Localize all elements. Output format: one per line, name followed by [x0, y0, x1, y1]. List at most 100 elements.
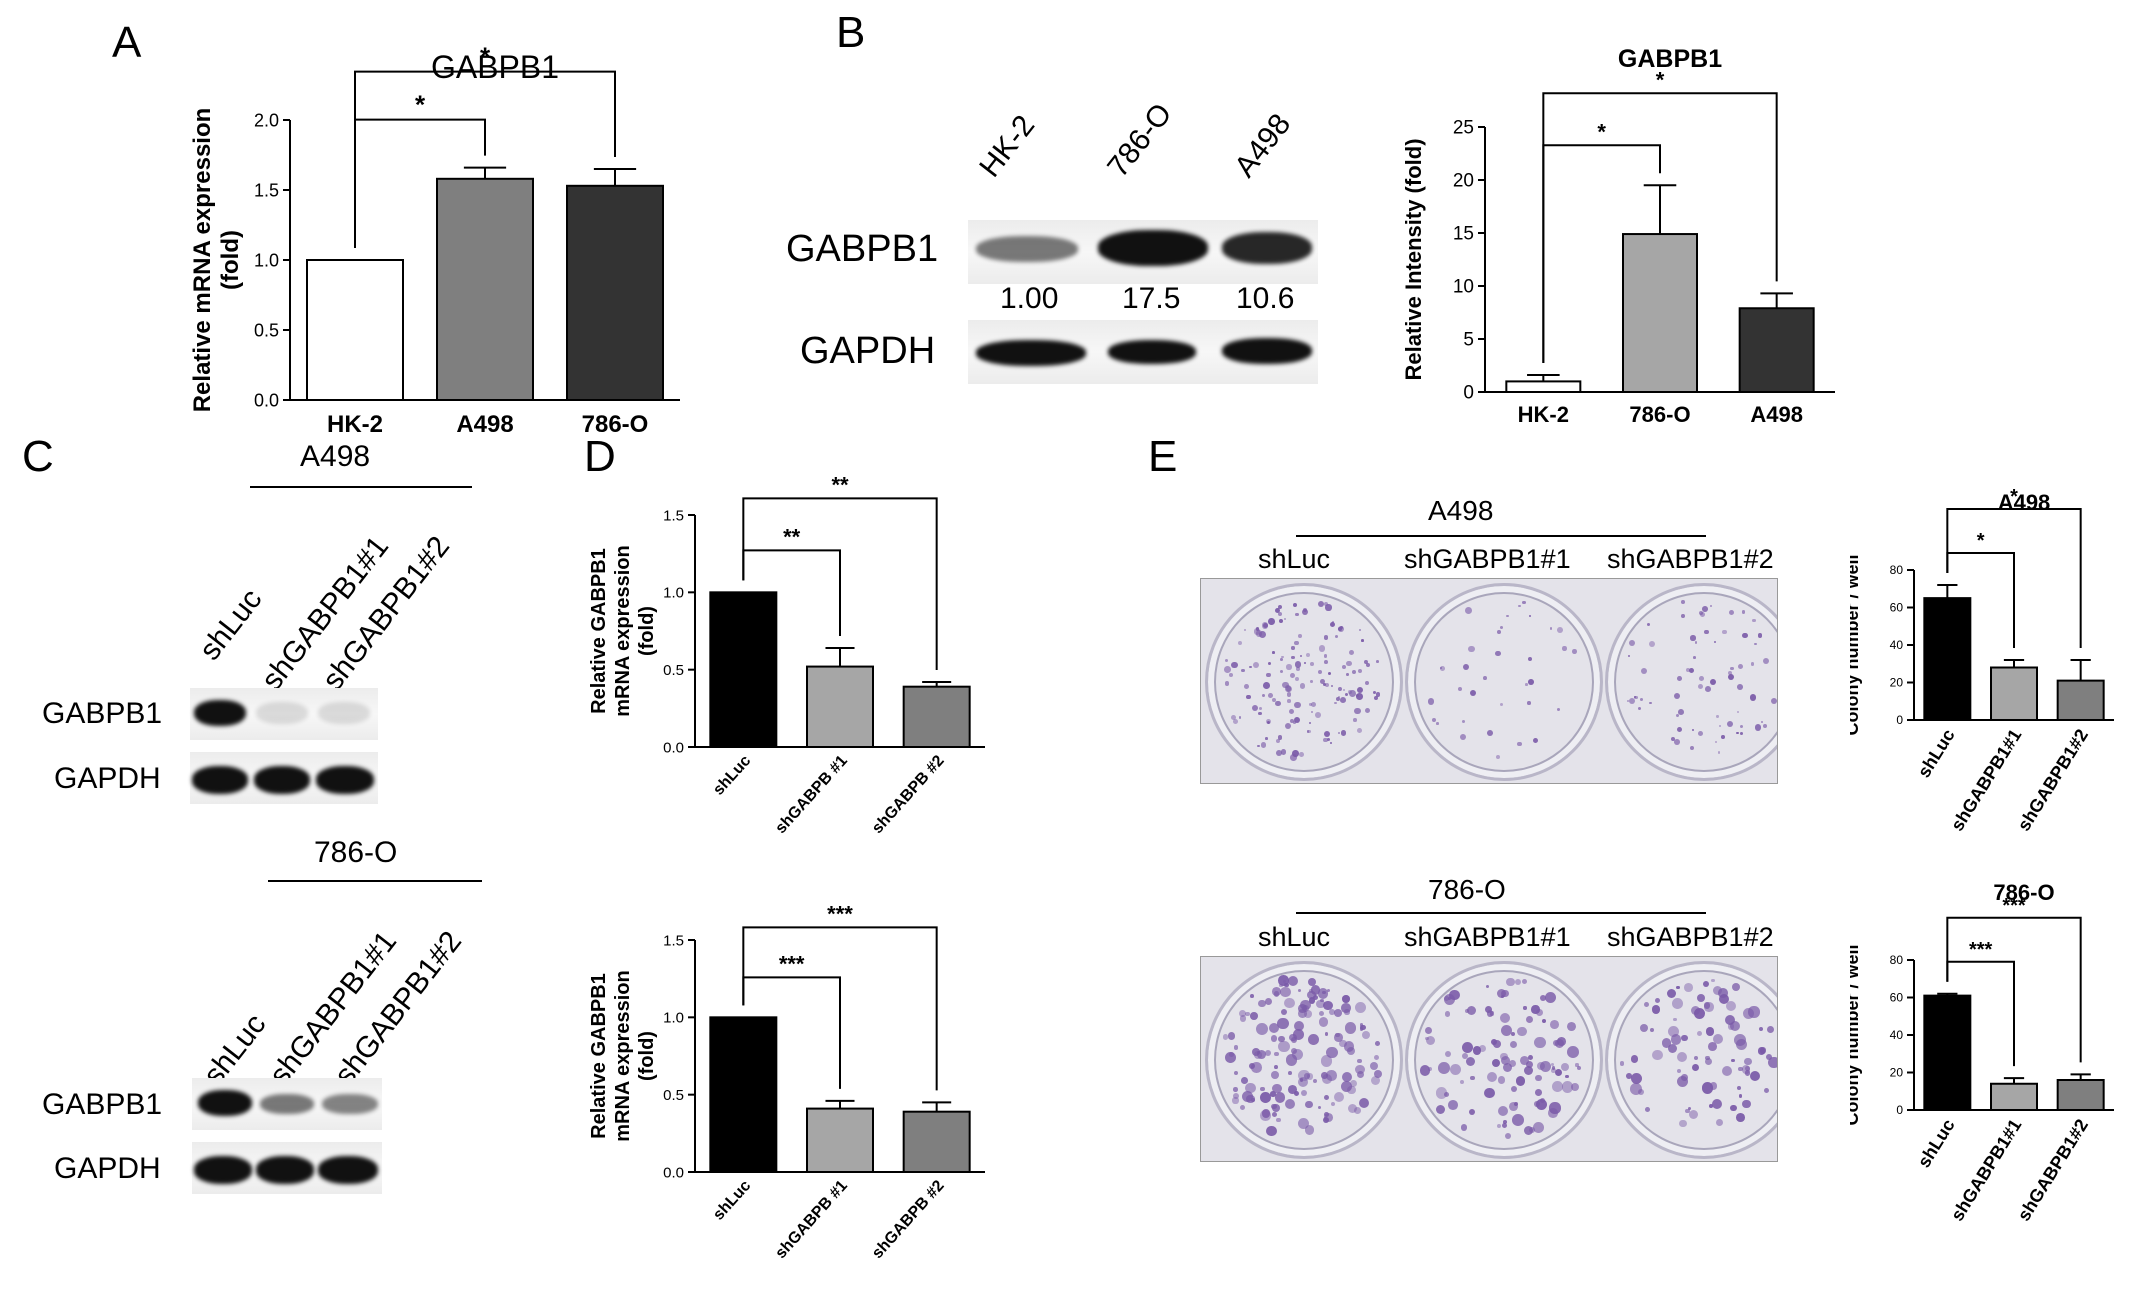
colony-dot [1629, 640, 1635, 647]
colony-dot [1358, 1098, 1369, 1109]
colony-dot [1305, 653, 1310, 658]
colony-dot [1520, 1056, 1530, 1066]
colony-dot [1232, 1092, 1240, 1099]
colony-dot [1570, 1082, 1580, 1092]
colony-dot [1274, 1092, 1286, 1103]
blot-c-lane-label: shLuc [193, 582, 269, 667]
chart-b-relative-intensity: GABPB1 0 5 10 15 20 25 Relative Intensity (fold… [1401, 45, 1835, 427]
colony-dot [1301, 1089, 1308, 1096]
colony-dot [1241, 1076, 1248, 1084]
colony-dot [1688, 1109, 1699, 1120]
colony-dot [1260, 1087, 1265, 1092]
colony-dot [1640, 667, 1648, 675]
colony-dot [1535, 1088, 1542, 1096]
bar [1505, 380, 1582, 393]
colony-dot [1369, 1062, 1379, 1071]
colony-dot [1689, 745, 1695, 750]
colony-dot [1483, 675, 1488, 680]
y-axis-label: (fold) [636, 1031, 658, 1081]
colony-dot [1260, 1110, 1271, 1121]
colony-dot [1675, 714, 1679, 718]
bar [806, 665, 874, 748]
colony-dot [1721, 1065, 1733, 1077]
colony-dot [1489, 1011, 1495, 1016]
bar [806, 1107, 874, 1174]
colony-dot [1324, 1032, 1329, 1037]
colony-dot [1238, 641, 1243, 645]
colony-dot [1523, 1065, 1533, 1076]
colony-dot [1260, 741, 1267, 748]
colony-dot [1460, 1124, 1468, 1131]
colony-dot [1253, 661, 1260, 668]
colony-dot [1764, 1087, 1770, 1093]
colony-dot [1365, 681, 1370, 686]
colony-dot [1309, 703, 1312, 706]
panel-letter-c: C [22, 432, 54, 481]
y-axis-label: (fold) [636, 606, 658, 656]
significance-label: * [480, 42, 491, 72]
colony-dot [1486, 730, 1493, 736]
colony-well [1605, 961, 1777, 1159]
colony-dot [1726, 720, 1734, 728]
bar [436, 177, 534, 401]
colony-dot [1729, 610, 1735, 616]
colony-dot [1311, 711, 1314, 714]
y-tick-label: 0.0 [254, 390, 279, 410]
colony-dot [1342, 995, 1350, 1003]
colony-dot [1280, 1009, 1288, 1016]
colony-dot [1757, 632, 1763, 638]
colony-dot [1287, 692, 1292, 697]
colony-dot [1497, 1076, 1506, 1084]
colony-dot [1222, 1034, 1229, 1040]
colony-dot [1291, 656, 1295, 660]
colony-dot [1716, 715, 1719, 718]
x-tick-label: shLuc [1914, 1116, 1959, 1172]
colony-dot [1289, 718, 1295, 724]
significance-bracket [742, 497, 938, 671]
y-axis-label: mRNA expression [612, 970, 634, 1142]
colony-dot [1459, 734, 1466, 741]
colony-dot [1506, 614, 1509, 618]
colony-dot [1731, 982, 1741, 992]
colony-dot [1317, 988, 1329, 1000]
colony-dot [1294, 661, 1302, 668]
colony-dot [1685, 1109, 1690, 1114]
bar [902, 1110, 971, 1173]
colony-dot [1741, 1065, 1751, 1074]
colony-dot [1304, 661, 1307, 664]
colony-dot [1676, 727, 1682, 733]
x-tick-label: 786-O [1629, 402, 1690, 427]
colony-dot [1540, 1098, 1546, 1104]
significance-label: *** [2002, 895, 2026, 917]
colony-dot [1366, 662, 1371, 667]
colony-dot [1440, 665, 1445, 671]
colony-dot [1320, 678, 1326, 684]
colony-dot [1512, 1114, 1525, 1127]
colony-dot [1267, 661, 1271, 665]
blot-band [1108, 340, 1196, 364]
blot-band [256, 702, 308, 724]
bar [1990, 1082, 2038, 1111]
colony-dot [1287, 1070, 1292, 1075]
colony-dot [1331, 685, 1334, 688]
colony-dot [1304, 1125, 1314, 1135]
colony-dot [1522, 978, 1528, 985]
y-tick-label: 1.5 [663, 932, 684, 949]
colony-dot [1341, 1003, 1352, 1014]
plate-cell-line: A498 [1428, 495, 1494, 526]
colony-dot [1738, 1066, 1743, 1071]
colony-dot [1465, 1008, 1470, 1013]
colony-dot [1329, 1009, 1335, 1015]
colony-dot [1478, 1045, 1486, 1053]
colony-dot [1461, 1041, 1473, 1053]
chart-title: GABPB1 [431, 49, 559, 85]
y-axis-label: Relative GABPB1 [588, 973, 610, 1139]
plate-underline [1296, 535, 1706, 537]
colony-dot [1500, 1055, 1510, 1066]
colony-dot [1357, 1058, 1362, 1064]
blot-c-row-label: GAPDH [54, 762, 161, 795]
x-tick-label: shGABPB1#2 [2014, 1116, 2092, 1225]
blot-c-row-label: GABPB1 [42, 697, 163, 730]
plate-photo-a498 [1200, 578, 1778, 784]
